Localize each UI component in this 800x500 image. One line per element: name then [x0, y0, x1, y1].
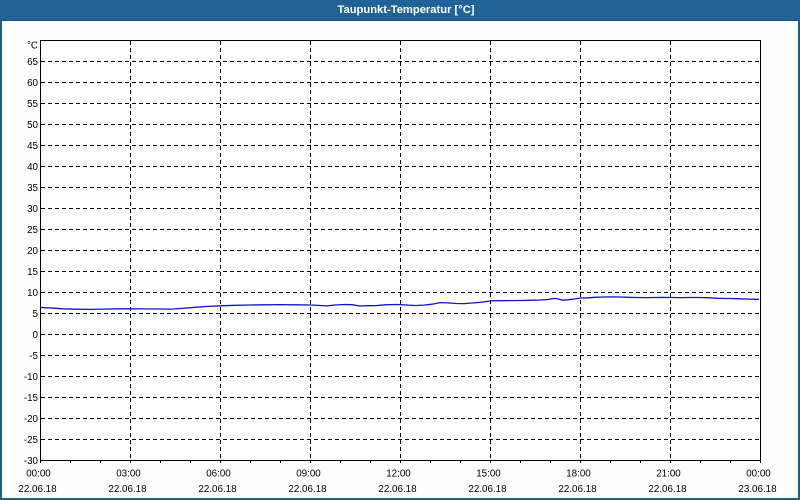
svg-text:20: 20: [27, 246, 38, 257]
svg-text:25: 25: [27, 225, 38, 236]
svg-text:35: 35: [27, 183, 38, 194]
svg-text:21:00: 21:00: [656, 469, 681, 480]
svg-text:10: 10: [27, 288, 38, 299]
svg-text:-15: -15: [24, 393, 39, 404]
svg-text:12:00: 12:00: [386, 469, 411, 480]
svg-text:-5: -5: [29, 351, 38, 362]
svg-text:00:00: 00:00: [746, 469, 771, 480]
svg-text:-20: -20: [24, 414, 39, 425]
svg-text:-30: -30: [24, 456, 39, 467]
svg-text:5: 5: [33, 309, 39, 320]
svg-text:15:00: 15:00: [476, 469, 501, 480]
svg-text:18:00: 18:00: [566, 469, 591, 480]
svg-text:45: 45: [27, 141, 38, 152]
svg-text:50: 50: [27, 120, 38, 131]
svg-text:22.06.18: 22.06.18: [468, 484, 507, 495]
svg-text:22.06.18: 22.06.18: [288, 484, 327, 495]
svg-text:30: 30: [27, 204, 38, 215]
svg-text:-10: -10: [24, 372, 39, 383]
svg-text:22.06.18: 22.06.18: [558, 484, 597, 495]
svg-text:-25: -25: [24, 435, 39, 446]
svg-text:22.06.18: 22.06.18: [648, 484, 687, 495]
svg-text:55: 55: [27, 99, 38, 110]
svg-text:22.06.18: 22.06.18: [18, 484, 57, 495]
svg-text:Taupunkt-Temperatur [°C]: Taupunkt-Temperatur [°C]: [337, 4, 474, 16]
svg-text:15: 15: [27, 267, 38, 278]
svg-text:22.06.18: 22.06.18: [378, 484, 417, 495]
svg-text:22.06.18: 22.06.18: [198, 484, 237, 495]
svg-text:0: 0: [33, 330, 39, 341]
svg-text:65: 65: [27, 57, 38, 68]
svg-text:40: 40: [27, 162, 38, 173]
svg-text:03:00: 03:00: [116, 469, 141, 480]
svg-text:09:00: 09:00: [296, 469, 321, 480]
svg-text:00:00: 00:00: [26, 469, 51, 480]
svg-text:23.06.18: 23.06.18: [738, 484, 777, 495]
svg-text:60: 60: [27, 78, 38, 89]
svg-text:22.06.18: 22.06.18: [108, 484, 147, 495]
svg-text:06:00: 06:00: [206, 469, 231, 480]
svg-text:°C: °C: [27, 40, 38, 51]
